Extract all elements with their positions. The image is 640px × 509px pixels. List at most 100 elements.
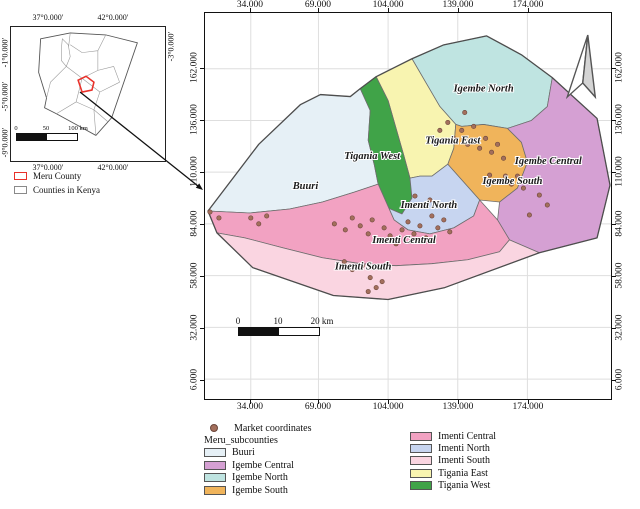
market-point <box>357 223 363 229</box>
market-point <box>509 181 514 187</box>
region-label-buuri: Buuri <box>292 181 319 192</box>
market-point <box>459 127 465 133</box>
legend-swatch-igembe-south <box>204 485 226 495</box>
market-point <box>520 185 526 191</box>
legend-market-label: Market coordinates <box>234 422 312 434</box>
market-point <box>489 149 495 155</box>
market-point <box>495 141 501 147</box>
y-axis-label-left: 110.000 <box>189 156 200 187</box>
x-tick-mark <box>388 8 389 12</box>
legend-label: Tigania West <box>438 480 491 492</box>
legend-layer-row: Meru_subcounties <box>204 434 311 446</box>
x-tick-mark <box>457 400 459 404</box>
market-point <box>445 119 451 125</box>
x-tick-mark <box>388 400 389 404</box>
market-point <box>207 209 213 215</box>
y-tick-mark <box>200 224 204 225</box>
legend-label: Imenti North <box>438 443 490 455</box>
legend-item-tigania-east: Tigania East <box>410 467 496 479</box>
main-map-frame: Buuri Igembe North Tigania East Tigania Wes… <box>204 12 612 400</box>
legend-swatch-igembe-north <box>204 473 226 483</box>
legend-label: Igembe South <box>232 484 288 496</box>
inset-legend-label: Counties in Kenya <box>33 185 100 195</box>
y-tick-mark <box>612 380 616 382</box>
kenya-outline <box>38 32 138 136</box>
y-tick-mark <box>200 327 204 329</box>
market-point <box>365 289 371 295</box>
market-point <box>365 231 371 237</box>
market-point <box>526 212 532 218</box>
region-label-tigania-west: Tigania West <box>344 151 401 162</box>
scalebar-label: 10 <box>273 316 283 326</box>
market-point <box>483 135 489 141</box>
north-arrow-icon <box>565 33 602 105</box>
market-point <box>381 225 387 231</box>
legend-label: Tigania East <box>438 467 488 479</box>
market-point <box>369 217 375 223</box>
market-point <box>501 155 507 161</box>
y-axis-label-right: 136.000 <box>614 104 625 135</box>
y-axis-label-right: 162.000 <box>614 52 625 83</box>
y-tick-mark <box>612 120 616 122</box>
market-point <box>412 193 418 199</box>
market-point <box>477 145 483 151</box>
market-point <box>495 179 501 185</box>
x-axis-label-top: 174.000 <box>512 0 544 10</box>
legend-item-imenti-south: Imenti South <box>410 455 496 467</box>
market-point <box>451 135 457 141</box>
y-tick-mark <box>200 172 204 173</box>
meru-county-highlight <box>77 75 95 93</box>
inset-legend-item-counties-in-kenya: Counties in Kenya <box>14 185 100 195</box>
inset-scalebar <box>16 133 78 141</box>
legend-label: Igembe Central <box>232 459 294 471</box>
market-point <box>487 172 493 178</box>
inset-scalebar-label: 0 <box>14 125 18 132</box>
legend-label: Imenti Central <box>438 430 497 442</box>
legend-item-tigania-west: Tigania West <box>410 480 496 492</box>
market-point <box>331 221 337 227</box>
scalebar-label: 0 <box>235 316 241 326</box>
x-axis-label-bottom: 104.000 <box>372 402 404 412</box>
legend-left-column: Market coordinates Meru_subcounties Buur… <box>204 422 311 496</box>
y-axis-label-right: 58.000 <box>614 262 625 289</box>
x-tick-mark <box>457 8 459 12</box>
legend-swatch-imenti-north <box>410 444 432 454</box>
market-point <box>367 275 373 281</box>
y-axis-label-right: 84.000 <box>614 210 625 237</box>
x-axis-label-top: 139.000 <box>442 0 474 10</box>
market-point <box>417 223 423 229</box>
y-tick-mark <box>612 327 616 329</box>
market-point <box>393 241 399 247</box>
y-tick-mark <box>612 224 616 225</box>
market-point <box>441 217 447 223</box>
inset-axis-label-right: -3°0.000′ <box>166 31 176 62</box>
x-axis-label-bottom: 174.000 <box>512 402 544 412</box>
market-point <box>375 237 381 243</box>
inset-axis-label-top: 37°0.000′ <box>32 13 64 22</box>
inset-legend-swatch <box>14 186 27 194</box>
y-axis-label-left: 58.000 <box>189 262 200 289</box>
y-axis-label-left: 162.000 <box>189 52 200 83</box>
market-point-icon <box>210 424 218 433</box>
legend-item-buuri: Buuri <box>204 447 311 459</box>
inset-axis-label-bottom: 42°0.000′ <box>97 163 129 172</box>
market-point <box>379 279 385 285</box>
lake-turkana <box>61 38 71 67</box>
legend-market-row: Market coordinates <box>204 422 311 434</box>
y-axis-label-left: 32.000 <box>189 314 200 341</box>
inset-scalebar-label: 100 km <box>68 125 88 132</box>
legend-label: Igembe North <box>232 472 288 484</box>
y-axis-label-right: 32.000 <box>614 314 625 341</box>
y-axis-label-right: 110.000 <box>614 156 625 187</box>
legend-swatch-igembe-central <box>204 460 226 470</box>
x-tick-mark <box>249 400 251 404</box>
market-point <box>216 215 222 221</box>
legend-label: Buuri <box>232 447 255 459</box>
y-tick-mark <box>200 380 204 382</box>
x-axis-label-top: 69.000 <box>304 0 332 10</box>
x-tick-mark <box>317 8 319 12</box>
market-point <box>514 173 520 179</box>
inset-scalebar-label: 50 <box>42 125 50 132</box>
region-label-imenti-south: Imenti South <box>334 262 392 273</box>
legend-swatch-imenti-south <box>410 456 432 466</box>
